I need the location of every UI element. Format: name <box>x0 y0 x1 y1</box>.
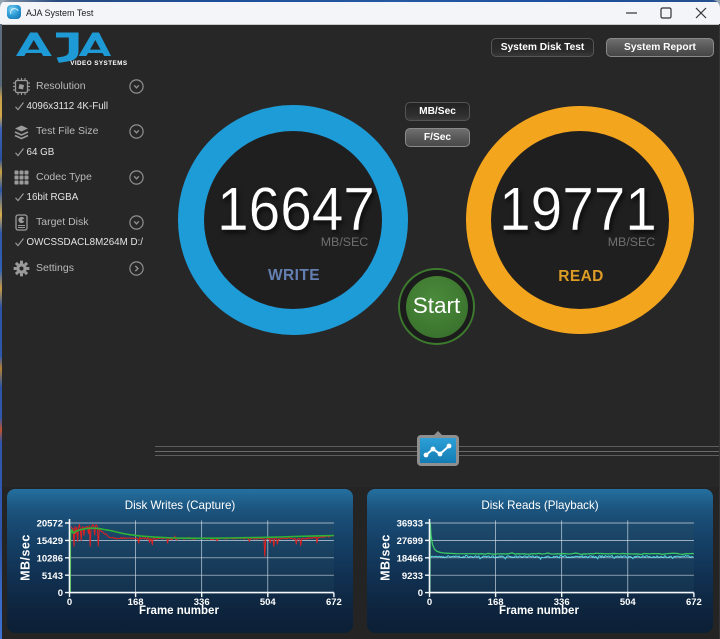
svg-text:0: 0 <box>58 588 63 599</box>
svg-text:336: 336 <box>554 597 570 608</box>
svg-text:0: 0 <box>418 588 423 599</box>
svg-text:VIDEO SYSTEMS: VIDEO SYSTEMS <box>70 60 127 67</box>
svg-text:672: 672 <box>686 597 702 608</box>
svg-text:20572: 20572 <box>37 519 63 530</box>
svg-text:MB/sec: MB/sec <box>18 534 32 581</box>
svg-text:0: 0 <box>427 597 432 608</box>
svg-text:9233: 9233 <box>402 571 423 582</box>
svg-text:MB/sec: MB/sec <box>378 534 392 581</box>
svg-text:168: 168 <box>488 597 504 608</box>
svg-text:10286: 10286 <box>37 553 63 564</box>
svg-text:168: 168 <box>128 597 144 608</box>
svg-text:672: 672 <box>326 597 342 608</box>
svg-text:15429: 15429 <box>37 536 63 547</box>
svg-text:336: 336 <box>194 597 210 608</box>
svg-text:0: 0 <box>67 597 72 608</box>
svg-text:5143: 5143 <box>42 571 63 582</box>
svg-text:27699: 27699 <box>397 536 423 547</box>
svg-text:504: 504 <box>260 597 277 608</box>
svg-text:18466: 18466 <box>397 553 423 564</box>
svg-text:36933: 36933 <box>397 519 423 530</box>
svg-text:504: 504 <box>620 597 637 608</box>
